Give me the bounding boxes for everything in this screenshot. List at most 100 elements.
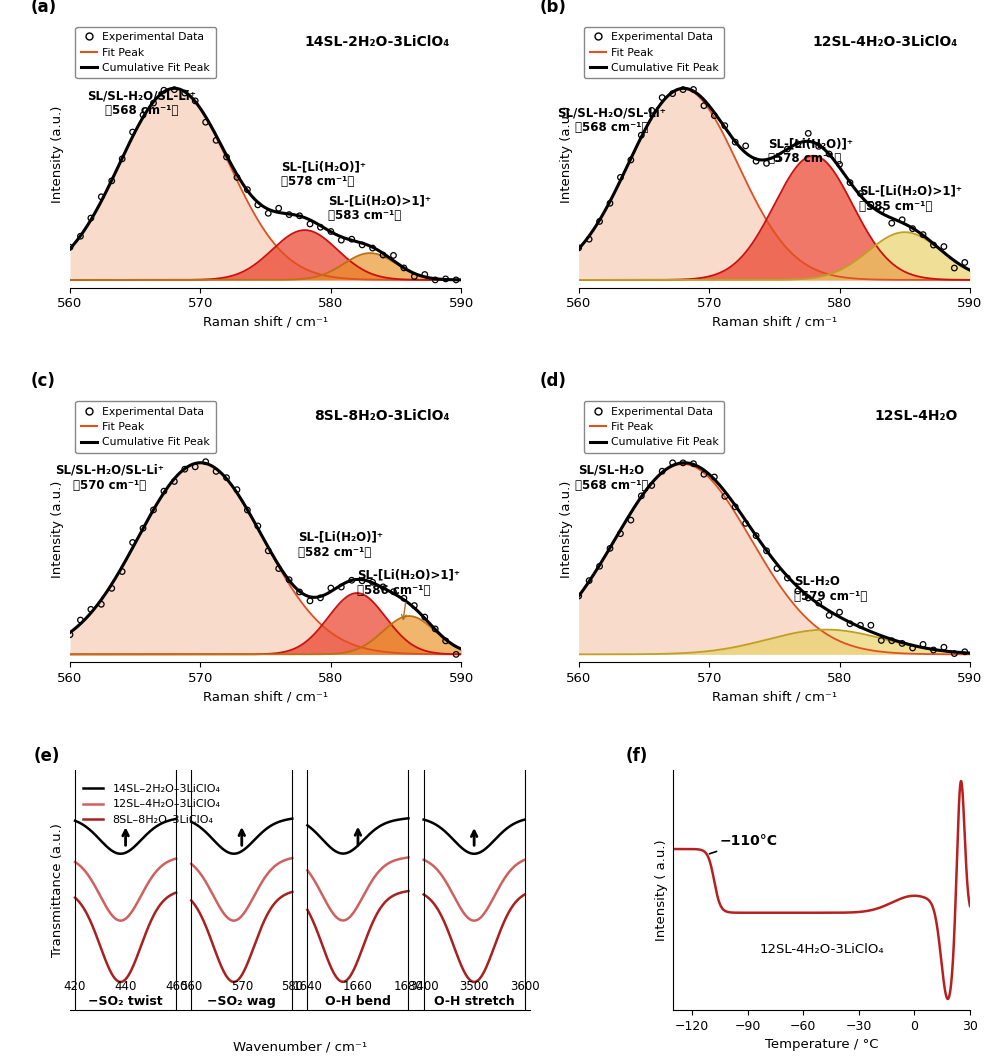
Text: (f): (f) [626,747,648,765]
Point [260,205,276,222]
Text: 420: 420 [64,980,86,993]
Point [333,578,349,595]
Point [302,216,318,233]
Point [177,85,193,102]
Point [145,502,161,519]
Point [292,207,308,224]
Legend: Experimental Data, Fit Peak, Cumulative Fit Peak: Experimental Data, Fit Peak, Cumulative … [75,27,216,79]
Point [946,259,962,276]
Point [156,483,172,500]
Point [644,477,660,494]
Point [602,540,618,557]
Point [448,271,464,288]
Point [748,153,764,170]
Point [894,212,910,229]
Point [260,542,276,559]
Point [198,453,214,470]
Point [417,266,433,283]
Point [135,520,151,537]
Point [145,95,161,112]
Text: 570: 570 [231,980,253,993]
Text: (b): (b) [540,0,566,16]
Point [581,231,597,248]
Point [396,590,412,607]
Point [365,239,381,256]
Text: (c): (c) [31,372,56,390]
Legend: Experimental Data, Fit Peak, Cumulative Fit Peak: Experimental Data, Fit Peak, Cumulative … [584,401,724,453]
Text: O-H bend: O-H bend [325,995,391,1009]
Point [592,213,608,230]
Point [612,169,628,186]
Point [602,195,618,212]
Point [800,124,816,141]
Point [438,270,454,287]
Point [114,563,130,580]
Y-axis label: Transmittance (a.u.): Transmittance (a.u.) [51,823,64,957]
Text: 8SL-8H₂O-3LiClO₄: 8SL-8H₂O-3LiClO₄ [314,409,450,423]
Point [385,247,401,264]
Point [93,188,109,205]
Point [675,454,691,471]
Point [427,271,443,288]
Point [685,81,701,98]
Point [406,268,422,285]
Point [936,639,952,656]
Text: 12SL-4H₂O: 12SL-4H₂O [875,409,958,423]
Point [717,117,733,134]
Text: 3400: 3400 [409,980,438,993]
Point [312,219,328,236]
Point [581,572,597,589]
Point [281,571,297,588]
Point [166,81,182,98]
Text: SL-H₂O
（579 cm⁻¹）: SL-H₂O （579 cm⁻¹） [794,575,867,603]
Point [936,238,952,255]
Point [685,455,701,472]
Point [104,579,120,596]
Y-axis label: Intensity (a.u.): Intensity (a.u.) [560,480,573,577]
X-axis label: Raman shift / cm⁻¹: Raman shift / cm⁻¹ [203,690,328,704]
Point [665,85,681,102]
Point [925,237,941,254]
Point [571,239,587,256]
Point [333,232,349,249]
Text: 1640: 1640 [292,980,322,993]
Point [104,172,120,189]
Point [592,558,608,575]
Point [884,215,900,232]
Point [623,511,639,528]
Point [375,247,391,264]
Point [344,231,360,248]
Text: (d): (d) [540,372,566,390]
Point [727,134,743,151]
Point [302,592,318,609]
Point [675,81,691,98]
Point [292,584,308,601]
Point [811,138,827,155]
Point [239,502,255,519]
Point [852,617,868,634]
Point [354,236,370,253]
Point [633,126,649,144]
Point [125,123,141,140]
Text: O-H stretch: O-H stretch [434,995,515,1009]
Point [769,560,785,577]
Point [271,200,287,217]
Point [738,514,754,532]
Point [93,595,109,612]
Point [448,646,464,663]
Point [696,97,712,114]
Point [644,102,660,119]
Point [208,132,224,149]
Point [83,601,99,618]
Point [135,106,151,123]
Point [229,169,245,186]
X-axis label: Temperature / °C: Temperature / °C [765,1039,878,1051]
Point [717,488,733,505]
Point [759,155,775,172]
Point [873,202,889,219]
Point [612,525,628,542]
Point [769,150,785,167]
Point [250,197,266,214]
Text: 560: 560 [180,980,202,993]
Point [198,114,214,131]
